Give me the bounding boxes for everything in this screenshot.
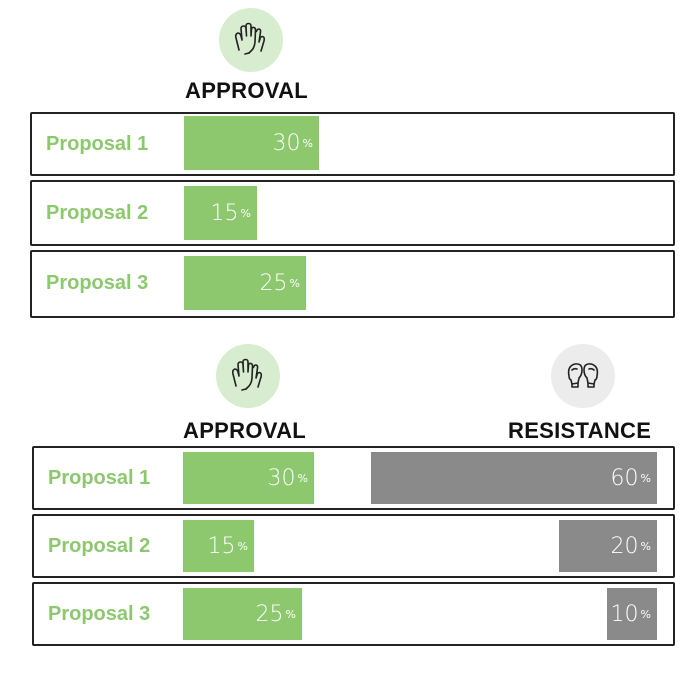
approval-value-label: 25: [255, 601, 284, 627]
resistance-icon-badge: [551, 344, 615, 408]
percent-unit: %: [240, 206, 251, 220]
approval-icon-badge-2: [216, 344, 280, 408]
category-label: Proposal 2: [48, 535, 151, 557]
approval-bar: 25%: [183, 588, 302, 640]
approval-value-label: 15: [207, 533, 236, 559]
chart-row-1-2: [30, 180, 675, 246]
approval-bar: 15%: [184, 186, 257, 240]
category-label: Proposal 3: [46, 272, 149, 294]
resistance-bar: 60%: [371, 452, 657, 504]
category-label: Proposal 2: [46, 202, 149, 224]
resistance-value-label: 60: [610, 465, 639, 491]
resistance-bar: 10%: [607, 588, 657, 640]
resistance-value-label: 10: [610, 601, 639, 627]
approval-value-label: 25: [259, 270, 288, 296]
approval-value-label: 30: [267, 465, 296, 491]
resistance-heading: RESISTANCE: [508, 418, 652, 443]
resistance-value-label: 20: [610, 533, 639, 559]
approval-heading-1: APPROVAL: [185, 78, 309, 103]
approval-value-label: 15: [210, 200, 239, 226]
chart-row-1-3: [30, 250, 675, 318]
boxing-gloves-icon: [563, 356, 603, 396]
approval-bar: 25%: [184, 256, 306, 310]
approval-heading-2: APPROVAL: [183, 418, 307, 443]
category-label: Proposal 1: [46, 133, 149, 155]
resistance-bar: 20%: [559, 520, 657, 572]
percent-unit: %: [640, 471, 651, 485]
approval-bar: 30%: [183, 452, 314, 504]
approval-bar: 30%: [184, 116, 319, 170]
percent-unit: %: [640, 539, 651, 553]
approval-icon-badge-1: [219, 8, 283, 72]
percent-unit: %: [289, 276, 300, 290]
category-label: Proposal 1: [48, 467, 151, 489]
high-five-hands-icon: [231, 20, 271, 60]
category-label: Proposal 3: [48, 603, 151, 625]
chart-row-1-1: [30, 112, 675, 176]
percent-unit: %: [285, 607, 296, 621]
chart-row-2-3: [32, 582, 675, 646]
percent-unit: %: [297, 471, 308, 485]
percent-unit: %: [302, 136, 313, 150]
percent-unit: %: [640, 607, 651, 621]
percent-unit: %: [237, 539, 248, 553]
approval-bar: 15%: [183, 520, 254, 572]
approval-value-label: 30: [272, 130, 301, 156]
high-five-hands-icon: [228, 356, 268, 396]
